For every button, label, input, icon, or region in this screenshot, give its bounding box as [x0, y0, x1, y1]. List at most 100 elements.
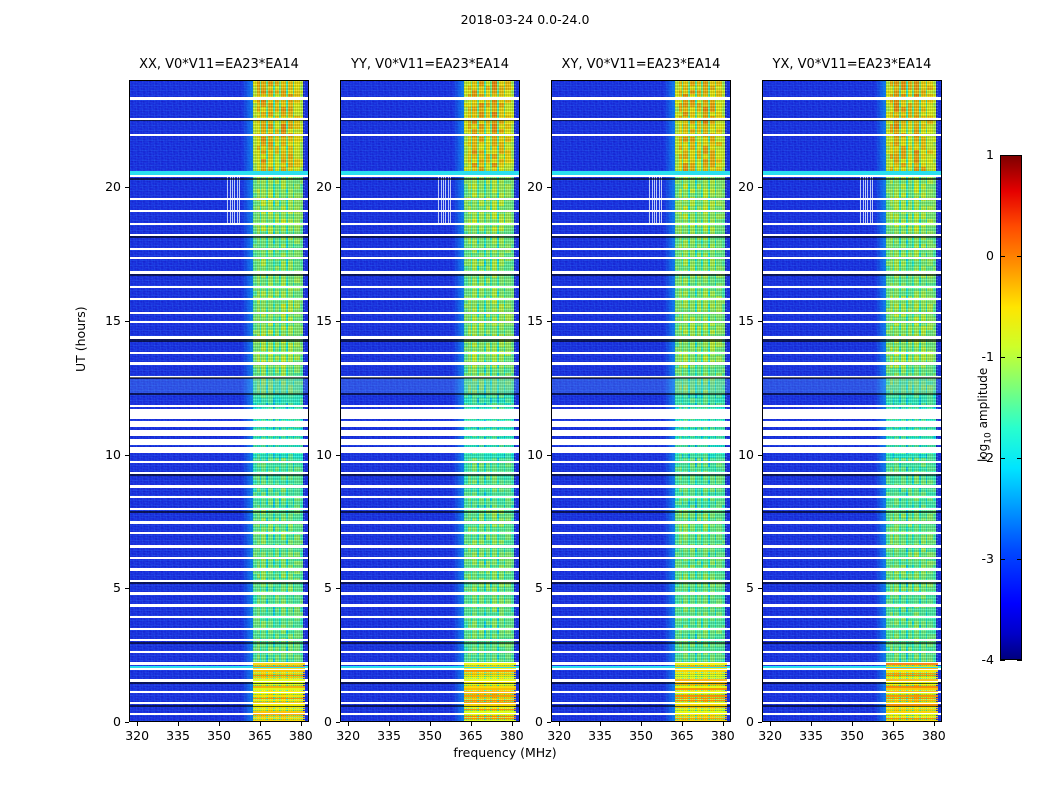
- rfi-cell: [256, 359, 260, 365]
- rfi-cell: [266, 658, 268, 664]
- rfi-cell: [266, 324, 268, 330]
- data-gap-row: [341, 532, 519, 535]
- rfi-cell: [274, 641, 279, 647]
- rfi-bright-band: [463, 718, 516, 720]
- rfi-cell: [299, 616, 304, 621]
- rfi-bright-band: [252, 702, 305, 704]
- waterfall-image-xy: [552, 81, 730, 721]
- rfi-cell: [266, 466, 268, 472]
- rfi-cell: [256, 312, 260, 317]
- data-gap-row: [341, 247, 519, 250]
- rfi-cell: [272, 496, 275, 502]
- rfi-cell: [256, 705, 260, 711]
- rfi-cell: [252, 620, 257, 626]
- rfi-cell: [272, 526, 275, 531]
- rfi-cell: [274, 551, 279, 557]
- rfi-cell: [292, 333, 295, 339]
- rfi-cell: [278, 633, 281, 638]
- rfi-cell: [292, 645, 295, 651]
- rfi-bright-band: [463, 711, 516, 713]
- rfi-cell: [278, 513, 281, 519]
- rfi-cell: [259, 594, 262, 600]
- rfi-cell: [278, 393, 281, 399]
- rfi-cell: [280, 444, 286, 450]
- rfi-cell: [294, 384, 300, 390]
- rfi-spur: [229, 175, 231, 226]
- rfi-cell: [292, 500, 295, 506]
- rfi-cell: [259, 359, 262, 365]
- rfi-cell: [287, 384, 293, 390]
- rfi-cell: [287, 581, 293, 587]
- rfi-cell: [252, 453, 257, 459]
- rfi-cell: [274, 359, 279, 365]
- rfi-cell: [272, 560, 275, 566]
- rfi-cell: [278, 397, 281, 403]
- panel-xy-axes[interactable]: [551, 80, 731, 722]
- rfi-cell: [294, 359, 300, 365]
- data-gap-row: [341, 429, 519, 437]
- rfi-cell: [278, 718, 281, 721]
- rfi-cell: [252, 367, 257, 373]
- rfi-cell: [259, 479, 262, 484]
- rfi-cell: [286, 517, 288, 523]
- rfi-spur: [232, 175, 233, 226]
- waterfall-image-xx: [130, 81, 308, 721]
- rfi-cell: [268, 389, 273, 395]
- rfi-cell: [256, 607, 260, 613]
- rfi-cell: [268, 457, 273, 463]
- data-gap-row: [341, 286, 519, 289]
- panel-xx-axes[interactable]: [129, 80, 309, 722]
- rfi-cell: [280, 487, 286, 493]
- rfi-cell: [274, 573, 279, 579]
- rfi-cell: [292, 316, 295, 322]
- rfi-cell: [280, 705, 286, 711]
- rfi-cell: [292, 526, 295, 531]
- rfi-cell: [274, 461, 279, 467]
- rfi-cell: [294, 654, 300, 660]
- rfi-cell: [278, 504, 281, 510]
- rfi-cell: [259, 384, 262, 390]
- dark-row: [130, 377, 308, 379]
- rfi-cell: [266, 526, 268, 531]
- rfi-cell: [261, 573, 267, 579]
- data-gap-row: [130, 532, 308, 535]
- rfi-cell: [299, 573, 304, 579]
- rfi-cell: [266, 346, 268, 352]
- rfi-cell: [294, 453, 300, 459]
- rfi-cell: [256, 479, 260, 484]
- rfi-cell: [266, 654, 268, 660]
- rfi-cell: [259, 397, 262, 403]
- rfi-cell: [278, 359, 281, 365]
- rfi-cell: [268, 658, 273, 664]
- rfi-cell: [286, 581, 288, 587]
- noisy-row: [130, 379, 308, 393]
- rfi-cell: [266, 598, 268, 604]
- rfi-cell: [259, 324, 262, 330]
- rfi-cell: [286, 354, 288, 360]
- rfi-cell: [299, 389, 304, 395]
- rfi-cell: [299, 496, 304, 502]
- rfi-cell: [266, 697, 268, 703]
- rfi-cell: [256, 367, 260, 373]
- rfi-cell: [294, 461, 300, 467]
- rfi-cell: [280, 641, 286, 647]
- rfi-cell: [287, 620, 293, 626]
- panel-yy-axes[interactable]: [340, 80, 520, 722]
- rfi-cell: [274, 474, 279, 480]
- rfi-cell: [280, 359, 286, 365]
- rfi-cell: [278, 316, 281, 322]
- rfi-cell: [272, 367, 275, 373]
- rfi-cell: [287, 320, 293, 326]
- rfi-bright-band: [463, 690, 516, 693]
- dark-row: [341, 377, 519, 379]
- rfi-cell: [287, 342, 293, 347]
- rfi-cell: [259, 461, 262, 467]
- rfi-cell: [259, 466, 262, 472]
- rfi-cell: [261, 346, 267, 352]
- rfi-cell: [294, 663, 300, 668]
- rfi-cell: [252, 607, 257, 613]
- rfi-cell: [274, 594, 279, 600]
- rfi-spur: [236, 175, 238, 226]
- rfi-cell: [287, 367, 293, 373]
- rfi-cell: [261, 586, 267, 591]
